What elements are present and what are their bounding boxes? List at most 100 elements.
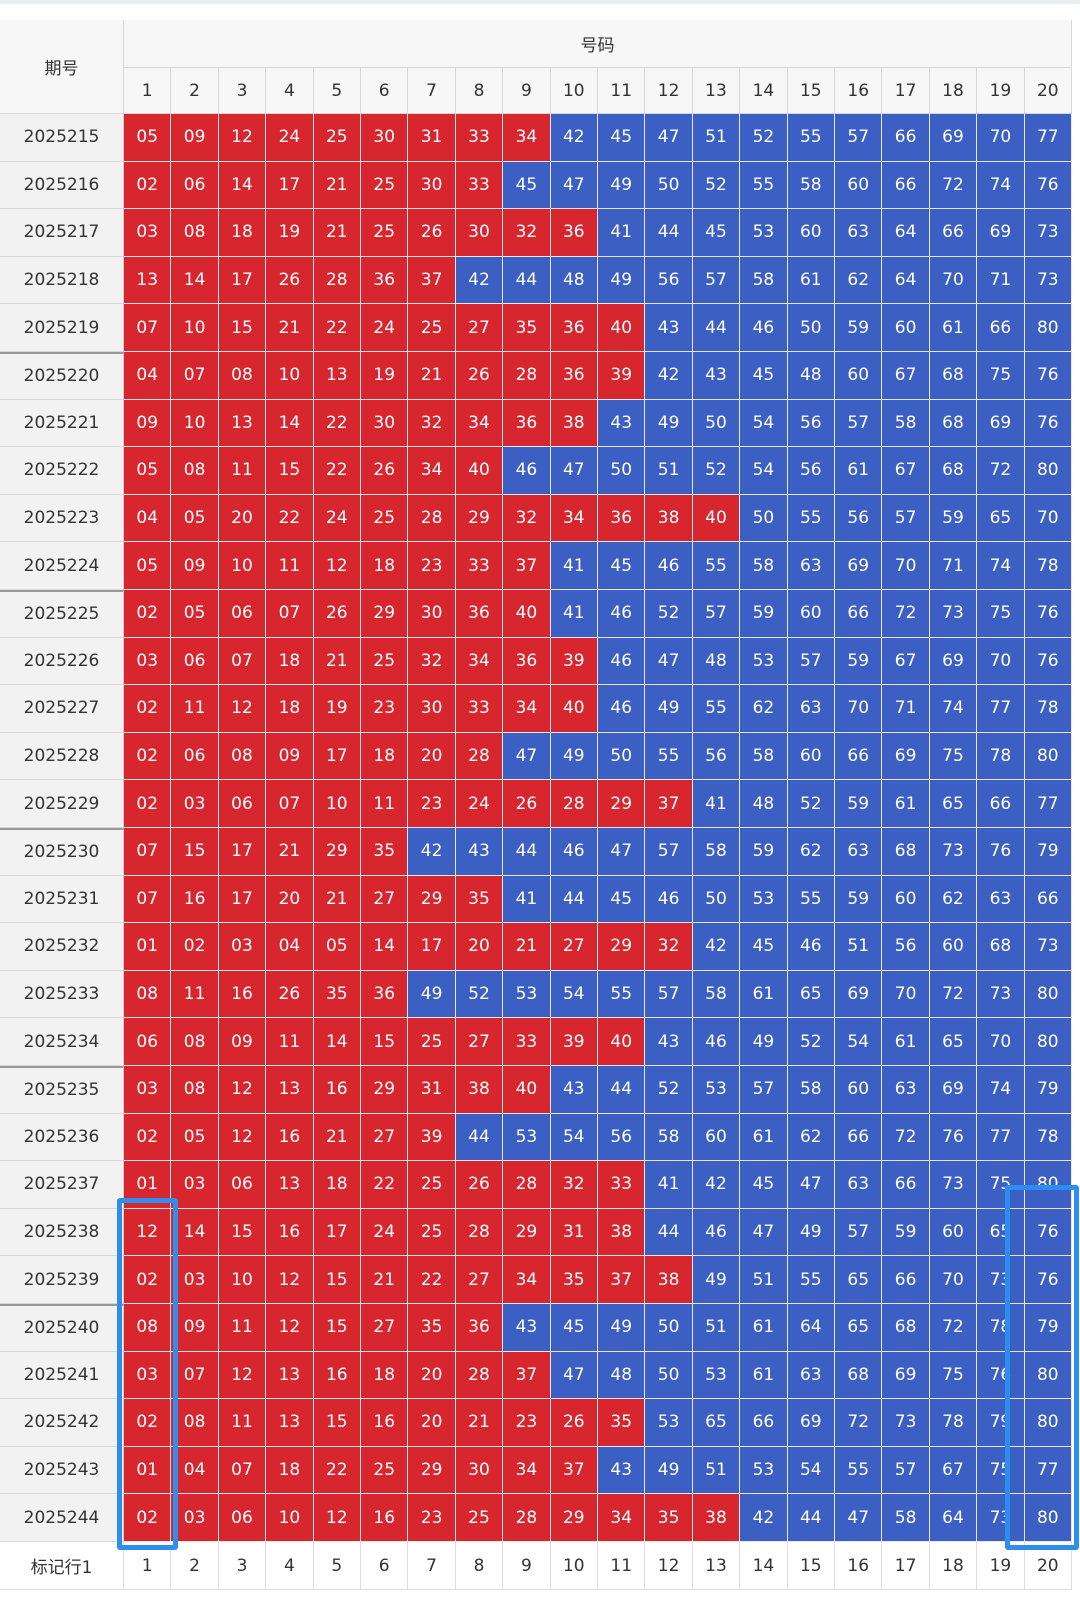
column-number: 18 [929, 68, 978, 114]
number-cell: 47 [550, 161, 598, 210]
number-cell: 07 [124, 875, 172, 924]
number-cell: 73 [977, 1256, 1025, 1304]
number-cell: 57 [692, 256, 741, 305]
number-cell: 66 [929, 209, 978, 257]
number-cell: 49 [598, 1304, 646, 1352]
number-cell: 61 [929, 304, 978, 352]
number-cell: 08 [124, 1304, 172, 1352]
footer-mark: 4 [266, 1542, 314, 1590]
number-cell: 43 [692, 352, 741, 400]
numbers-header: 号码 [124, 20, 1072, 68]
number-cell: 69 [882, 1351, 930, 1400]
number-cell: 34 [503, 1256, 551, 1304]
number-cell: 21 [503, 923, 551, 971]
number-cell: 06 [171, 637, 219, 686]
number-cell: 42 [455, 256, 504, 305]
number-cell: 52 [740, 114, 788, 162]
number-cell: 74 [977, 1066, 1025, 1114]
number-cell: 49 [645, 685, 693, 733]
number-cell: 12 [313, 542, 361, 590]
number-cell: 61 [740, 1351, 788, 1400]
number-cell: 47 [645, 637, 693, 686]
number-cell: 76 [929, 1113, 978, 1162]
number-cell: 22 [408, 1256, 456, 1304]
number-cell: 35 [598, 1399, 646, 1447]
number-cell: 18 [361, 542, 409, 590]
number-cell: 33 [455, 114, 504, 162]
number-cell: 51 [692, 1304, 741, 1352]
number-cell: 50 [692, 399, 741, 448]
number-cell: 72 [835, 1399, 883, 1447]
number-cell: 14 [171, 1208, 219, 1257]
footer-mark: 14 [740, 1542, 788, 1590]
number-cell: 08 [171, 1066, 219, 1114]
period-cell: 2025225 [0, 590, 124, 638]
column-number: 3 [218, 68, 267, 114]
number-cell: 39 [598, 352, 646, 400]
number-cell: 55 [835, 1446, 883, 1495]
number-cell: 43 [598, 399, 646, 448]
number-cell: 15 [313, 1399, 361, 1447]
number-cell: 73 [1024, 923, 1072, 971]
number-cell: 30 [408, 161, 456, 210]
number-cell: 46 [740, 304, 788, 352]
number-cell: 31 [408, 1066, 456, 1114]
number-cell: 03 [124, 209, 172, 257]
number-cell: 10 [313, 780, 361, 828]
number-cell: 54 [550, 1113, 598, 1162]
number-cell: 06 [218, 1494, 267, 1542]
number-cell: 73 [929, 828, 978, 876]
number-cell: 49 [598, 161, 646, 210]
number-cell: 02 [124, 590, 172, 638]
number-cell: 64 [787, 1304, 835, 1352]
number-cell: 78 [977, 732, 1025, 781]
number-cell: 06 [218, 780, 267, 828]
number-cell: 17 [408, 923, 456, 971]
number-cell: 50 [598, 447, 646, 495]
number-cell: 65 [692, 1399, 741, 1447]
column-number: 20 [1024, 68, 1072, 114]
number-cell: 67 [929, 1446, 978, 1495]
number-cell: 10 [218, 1256, 267, 1304]
number-cell: 25 [361, 209, 409, 257]
number-cell: 41 [503, 875, 551, 924]
column-number: 8 [455, 68, 504, 114]
period-cell: 2025216 [0, 161, 124, 210]
number-cell: 25 [361, 161, 409, 210]
period-cell: 2025227 [0, 685, 124, 733]
number-cell: 53 [503, 1113, 551, 1162]
number-cell: 17 [313, 1208, 361, 1257]
number-cell: 11 [218, 447, 267, 495]
period-cell: 2025237 [0, 1161, 124, 1209]
number-cell: 66 [977, 780, 1025, 828]
number-cell: 28 [503, 352, 551, 400]
column-number: 13 [692, 68, 741, 114]
number-cell: 61 [882, 1018, 930, 1066]
number-cell: 78 [977, 1304, 1025, 1352]
number-cell: 15 [218, 304, 267, 352]
number-cell: 54 [550, 970, 598, 1019]
number-cell: 45 [740, 352, 788, 400]
period-cell: 2025241 [0, 1351, 124, 1400]
number-cell: 60 [882, 304, 930, 352]
number-cell: 72 [882, 590, 930, 638]
number-cell: 17 [266, 161, 314, 210]
number-cell: 01 [124, 1446, 172, 1495]
number-cell: 03 [171, 1161, 219, 1209]
number-cell: 48 [740, 780, 788, 828]
number-cell: 57 [740, 1066, 788, 1114]
number-cell: 69 [835, 542, 883, 590]
number-cell: 30 [408, 590, 456, 638]
number-cell: 72 [929, 970, 978, 1019]
number-cell: 51 [835, 923, 883, 971]
column-number: 6 [361, 68, 409, 114]
number-cell: 60 [835, 1066, 883, 1114]
number-cell: 18 [266, 1446, 314, 1495]
number-cell: 07 [266, 780, 314, 828]
number-cell: 49 [598, 256, 646, 305]
number-cell: 11 [361, 780, 409, 828]
period-cell: 2025218 [0, 256, 124, 305]
footer-mark: 19 [977, 1542, 1025, 1590]
number-cell: 77 [977, 1113, 1025, 1162]
